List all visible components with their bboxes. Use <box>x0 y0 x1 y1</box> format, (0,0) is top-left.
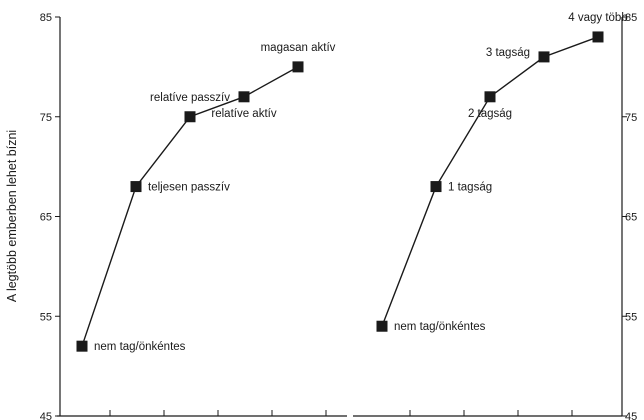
y-tick-label: 65 <box>625 212 637 224</box>
data-point-label: nem tag/önkéntes <box>94 341 186 353</box>
data-point-label: 3 tagság <box>486 47 530 59</box>
data-point-marker <box>376 320 388 332</box>
data-point-marker <box>484 91 496 103</box>
data-point-label: teljesen passzív <box>148 182 230 194</box>
y-tick-label: 75 <box>40 112 52 124</box>
data-point-marker <box>130 181 142 193</box>
y-tick-label: 45 <box>625 411 637 420</box>
data-point-label: nem tag/önkéntes <box>394 321 486 333</box>
data-point-marker <box>184 111 196 123</box>
y-tick-label: 45 <box>40 411 52 420</box>
data-point-label: 1 tagság <box>448 182 492 194</box>
data-point-marker <box>238 91 250 103</box>
data-point-label: relatíve passzív <box>150 92 230 104</box>
y-tick-label: 65 <box>40 212 52 224</box>
data-point-label: relatíve aktív <box>211 108 276 120</box>
data-point-label: magasan aktív <box>261 42 336 54</box>
data-point-label: 2 tagság <box>468 108 512 120</box>
y-axis-label: A legtöbb emberben lehet bízni <box>5 130 19 302</box>
data-point-marker <box>292 61 304 73</box>
data-point-marker <box>430 181 442 193</box>
data-point-marker <box>76 340 88 352</box>
y-tick-label: 55 <box>40 311 52 323</box>
left-panel: 45 55 65 75 85 nem tag/önkéntes teljesen passz… <box>40 12 347 420</box>
y-tick-label: 85 <box>625 12 637 24</box>
y-tick-label: 55 <box>625 311 637 323</box>
y-tick-label: 85 <box>40 12 52 24</box>
data-point-marker <box>592 31 604 43</box>
y-tick-label: 75 <box>625 112 637 124</box>
right-panel: 45 55 65 75 85 nem tag/önkéntes 1 tagság 2 tags… <box>353 12 637 420</box>
data-point-label: 4 vagy több <box>568 12 627 24</box>
data-point-marker <box>538 51 550 63</box>
